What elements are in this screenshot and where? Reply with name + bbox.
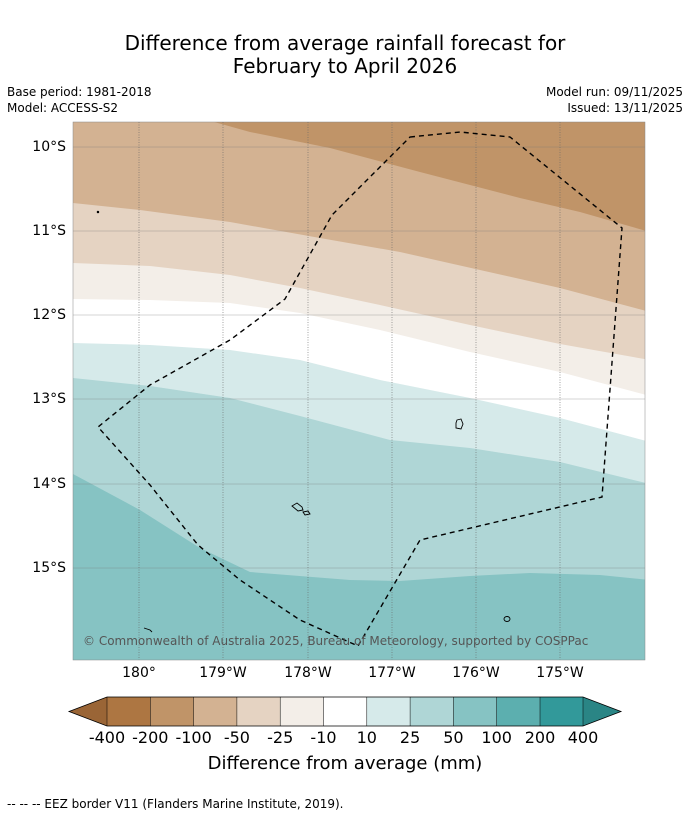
lon-label-175w: 175°W <box>536 665 584 681</box>
colorbar-under-arrow <box>69 697 107 726</box>
lat-label-14s: 14°S <box>32 476 66 492</box>
colorbar <box>67 696 623 727</box>
title-line-1: Difference from average rainfall forecas… <box>124 31 566 55</box>
model-run: Model run: 09/11/2025 <box>545 85 683 99</box>
base-period: Base period: 1981-2018 <box>7 85 152 99</box>
lat-label-12s: 12°S <box>32 307 66 323</box>
colorbar-label: -25 <box>267 728 294 747</box>
colorbar-label: -200 <box>132 728 169 747</box>
colorbar-bin-2 <box>150 697 194 726</box>
colorbar-title: Difference from average (mm) <box>207 753 483 774</box>
lon-label-178w: 178°W <box>284 665 332 681</box>
colorbar-label: -400 <box>88 728 126 747</box>
island-southwest <box>143 627 153 633</box>
island-central-2 <box>302 510 311 516</box>
colorbar-label: -10 <box>310 728 337 747</box>
colorbar-bin-1 <box>107 697 151 726</box>
colorbar-label: -50 <box>223 728 250 747</box>
copyright-notice: © Commonwealth of Australia 2025, Bureau… <box>83 634 589 648</box>
lat-label-10s: 10°S <box>32 139 66 155</box>
colorbar-bin-5 <box>280 697 324 726</box>
island-north <box>96 210 100 214</box>
colorbar-bin-11 <box>540 697 583 726</box>
islands <box>96 210 511 633</box>
eez-border <box>96 131 623 647</box>
band-wet-strong <box>73 474 645 660</box>
colorbar-bin-7 <box>366 697 411 726</box>
island-central <box>291 502 304 512</box>
island-east <box>455 418 464 430</box>
model-name: Model: ACCESS-S2 <box>7 101 119 115</box>
colorbar-bin-4 <box>236 697 281 726</box>
issued-date: Issued: 13/11/2025 <box>567 101 683 115</box>
lat-lines <box>73 146 645 569</box>
colorbar-bin-9 <box>453 697 497 726</box>
colorbar-label: 10 <box>356 728 377 747</box>
lat-label-13s: 13°S <box>32 391 66 407</box>
colorbar-label: 200 <box>524 728 556 747</box>
colorbar-label: 50 <box>443 728 464 747</box>
colorbar-bin-3 <box>193 697 237 726</box>
lat-label-11s: 11°S <box>32 223 66 239</box>
band-dry-strong <box>214 122 645 231</box>
colorbar-bin-10 <box>496 697 540 726</box>
colorbar-bin-8 <box>410 697 454 726</box>
colorbar-label: 25 <box>399 728 421 747</box>
colorbar-over-arrow <box>583 697 621 726</box>
lon-label-176w: 176°W <box>452 665 500 681</box>
lon-label-177w: 177°W <box>368 665 416 681</box>
colorbar-bin-6 <box>323 697 367 726</box>
grid-lines <box>138 122 561 660</box>
colorbar-label: 400 <box>567 728 599 747</box>
lat-label-15s: 15°S <box>32 560 66 576</box>
lon-label-179w: 179°W <box>199 665 247 681</box>
island-south <box>503 616 511 622</box>
eez-legend-note: -- -- -- EEZ border V11 (Flanders Marine… <box>7 797 344 811</box>
lon-label-180: 180° <box>122 665 156 681</box>
colorbar-label: -100 <box>175 728 212 747</box>
map-frame <box>72 121 646 661</box>
colorbar-label: 100 <box>481 728 512 747</box>
title-line-2: February to April 2026 <box>232 54 458 78</box>
